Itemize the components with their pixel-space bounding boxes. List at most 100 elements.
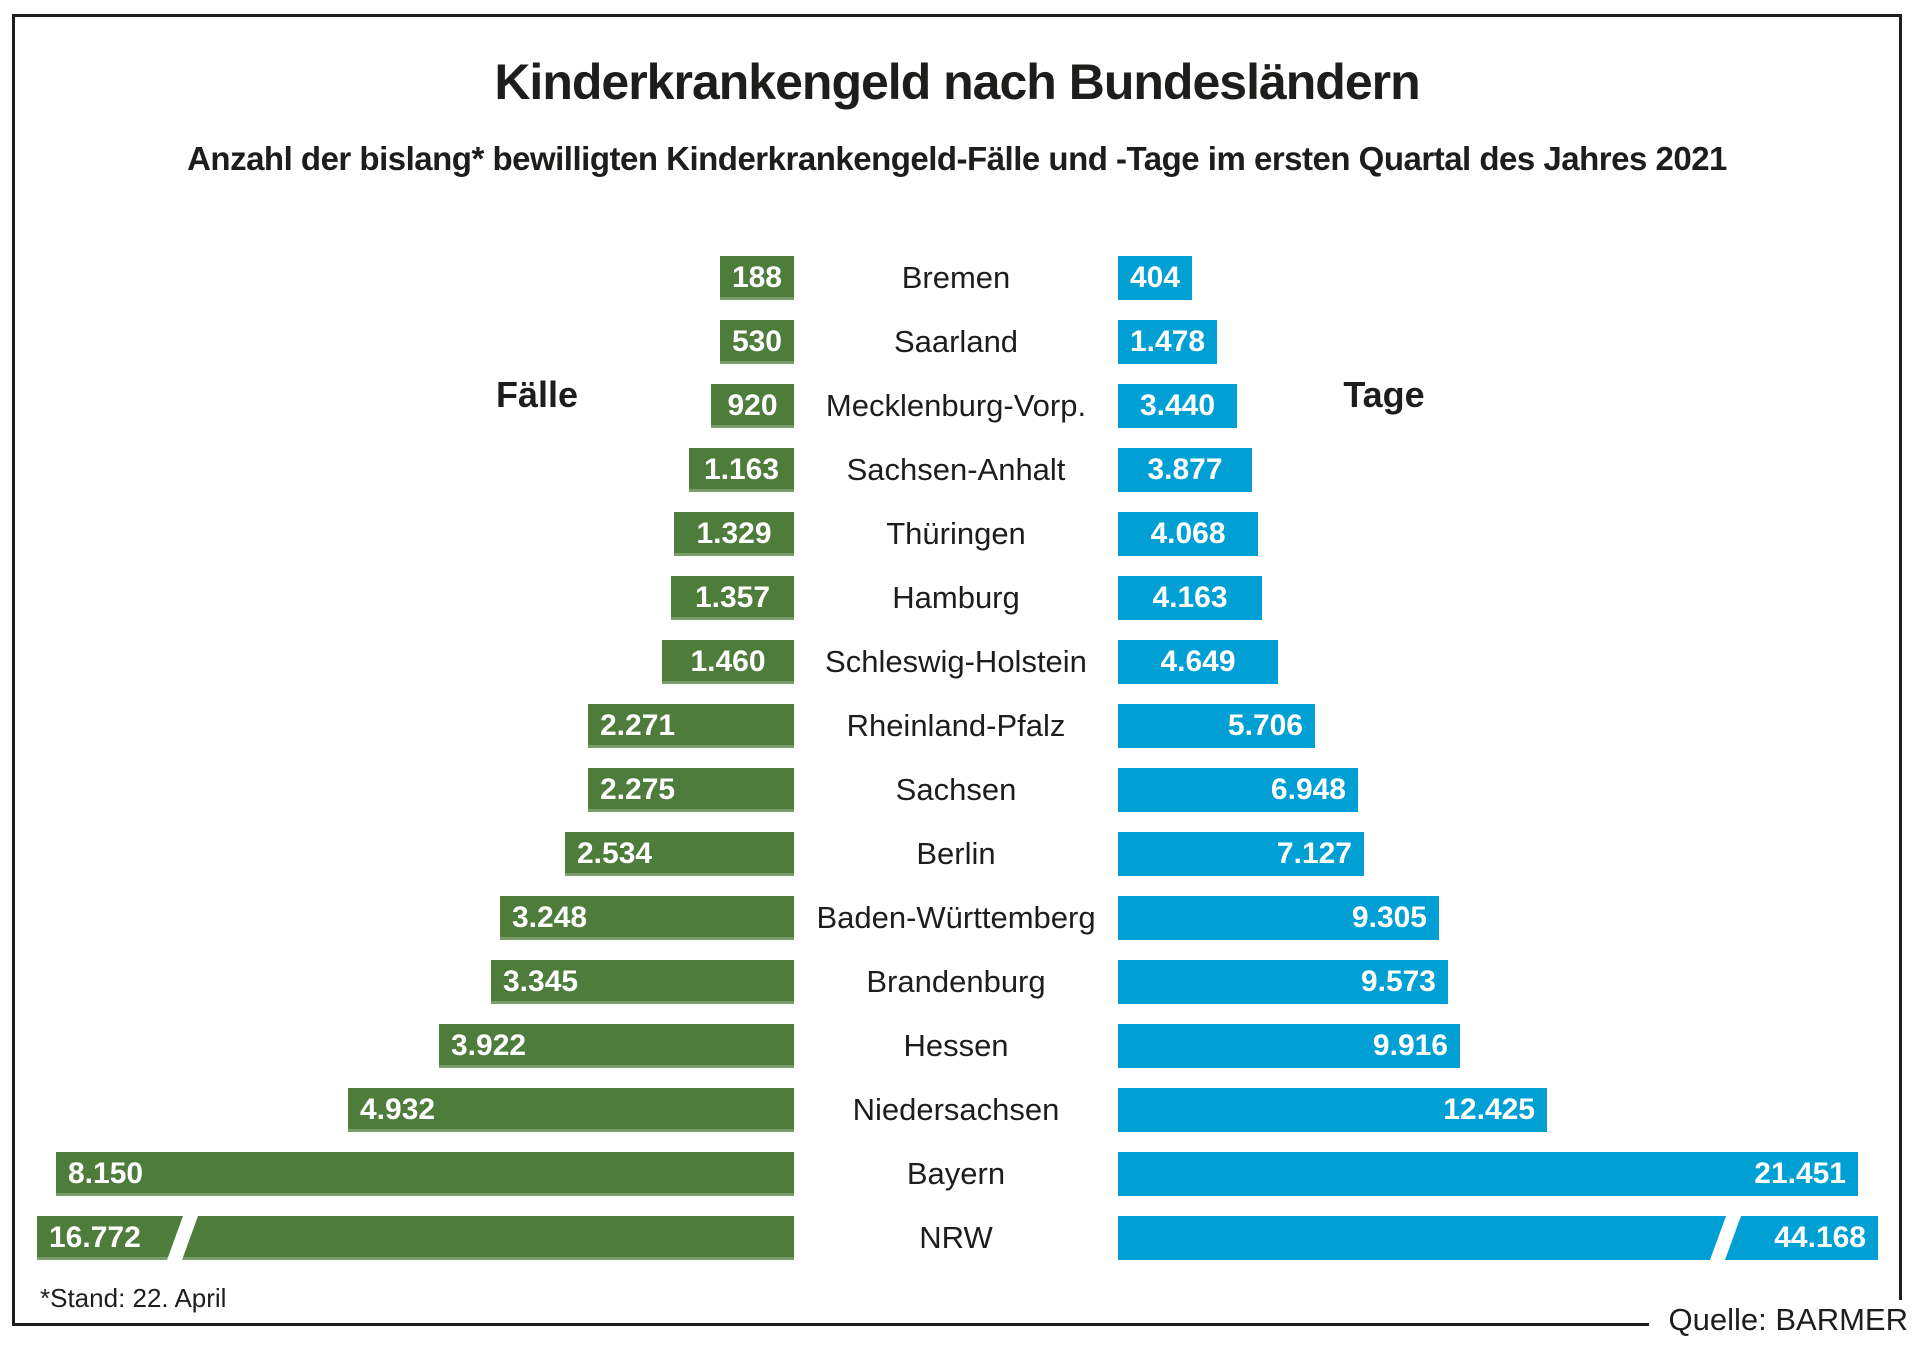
bar-row: 1.329 Thüringen 4.068 bbox=[37, 512, 1899, 556]
faelle-bar-cell: 2.271 bbox=[37, 704, 794, 748]
faelle-bar-cell: 1.460 bbox=[37, 640, 794, 684]
faelle-bar-cell: 920 bbox=[37, 384, 794, 428]
tage-bar: 3.877 bbox=[1118, 448, 1252, 492]
tage-value-label: 9.305 bbox=[1351, 901, 1427, 934]
tage-value-label: 9.573 bbox=[1360, 965, 1436, 998]
faelle-bar: 2.275 bbox=[588, 768, 794, 812]
bar-break-mark bbox=[1709, 1214, 1742, 1262]
bar-row: 188 Bremen 404 bbox=[37, 256, 1899, 300]
faelle-bar: 3.922 bbox=[439, 1024, 794, 1068]
bar-row: 920 Mecklenburg-Vorp. 3.440 bbox=[37, 384, 1899, 428]
tage-value-label: 4.163 bbox=[1152, 581, 1228, 614]
bar-row: 2.275 Sachsen 6.948 bbox=[37, 768, 1899, 812]
tage-bar-cell: 9.305 bbox=[1118, 896, 1878, 940]
tage-bar-cell: 12.425 bbox=[1118, 1088, 1878, 1132]
faelle-value-label: 1.460 bbox=[690, 645, 766, 678]
tage-bar-cell: 5.706 bbox=[1118, 704, 1878, 748]
faelle-value-label: 3.248 bbox=[512, 901, 588, 934]
tage-bar: 9.305 bbox=[1118, 896, 1439, 940]
faelle-bar: 1.163 bbox=[689, 448, 794, 492]
tage-value-label: 3.440 bbox=[1139, 389, 1216, 422]
tage-bar-cell: 9.573 bbox=[1118, 960, 1878, 1004]
faelle-value-label: 3.345 bbox=[503, 965, 579, 998]
bar-row: 1.357 Hamburg 4.163 bbox=[37, 576, 1899, 620]
tage-value-label: 12.425 bbox=[1443, 1093, 1535, 1126]
tage-bar-cell: 3.877 bbox=[1118, 448, 1878, 492]
faelle-bar-cell: 3.345 bbox=[37, 960, 794, 1004]
footnote: *Stand: 22. April bbox=[40, 1283, 227, 1313]
faelle-bar-cell: 1.163 bbox=[37, 448, 794, 492]
faelle-value-label: 530 bbox=[731, 325, 782, 358]
tage-bar: 3.440 bbox=[1118, 384, 1237, 428]
state-label: Baden-Württemberg bbox=[816, 900, 1096, 935]
tage-bar: 4.163 bbox=[1118, 576, 1262, 620]
tage-bar: 404 bbox=[1118, 256, 1193, 300]
tage-bar-cell: 3.440 bbox=[1118, 384, 1878, 428]
faelle-value-label: 2.534 bbox=[577, 837, 653, 870]
tage-value-label: 44.168 bbox=[1774, 1221, 1866, 1254]
state-label: Niedersachsen bbox=[852, 1092, 1060, 1127]
state-label: Hamburg bbox=[892, 580, 1020, 615]
faelle-value-label: 920 bbox=[727, 389, 778, 422]
faelle-value-label: 2.271 bbox=[600, 709, 676, 742]
faelle-value-label: 1.357 bbox=[694, 581, 771, 614]
tage-value-label: 5.706 bbox=[1227, 709, 1303, 742]
state-label: Thüringen bbox=[886, 516, 1026, 551]
bar-row: 3.345 Brandenburg 9.573 bbox=[37, 960, 1899, 1004]
tage-bar-cell: 6.948 bbox=[1118, 768, 1878, 812]
faelle-bar-cell: 3.922 bbox=[37, 1024, 794, 1068]
faelle-bar-cell: 3.248 bbox=[37, 896, 794, 940]
bar-row: 4.932 Niedersachsen 12.425 bbox=[37, 1088, 1899, 1132]
state-label: Saarland bbox=[893, 324, 1019, 359]
bar-rows: 188 Bremen 404 530 Saarland 1.478 920 Mecklenbu… bbox=[15, 256, 1899, 1262]
tage-bar-cell: 7.127 bbox=[1118, 832, 1878, 876]
state-label: Bayern bbox=[906, 1156, 1006, 1191]
chart-frame: Kinderkrankengeld nach Bundesländern Anz… bbox=[12, 14, 1902, 1326]
tage-bar: 4.068 bbox=[1118, 512, 1258, 556]
tage-bar: 12.425 bbox=[1118, 1088, 1547, 1132]
bar-break-mark bbox=[166, 1214, 199, 1262]
faelle-value-label: 3.922 bbox=[451, 1029, 527, 1062]
tage-bar: 9.573 bbox=[1118, 960, 1448, 1004]
state-label: Schleswig-Holstein bbox=[825, 644, 1087, 679]
bar-row: 530 Saarland 1.478 bbox=[37, 320, 1899, 364]
chart-title: Kinderkrankengeld nach Bundesländern bbox=[494, 54, 1420, 110]
faelle-value-label: 4.932 bbox=[360, 1093, 436, 1126]
bar-row: 1.163 Sachsen-Anhalt 3.877 bbox=[37, 448, 1899, 492]
chart-subtitle: Anzahl der bislang* bewilligten Kinderkr… bbox=[187, 140, 1727, 177]
tage-bar: 9.916 bbox=[1118, 1024, 1460, 1068]
faelle-bar: 4.932 bbox=[348, 1088, 794, 1132]
source-label: Quelle: BARMER bbox=[1648, 1300, 1912, 1344]
faelle-bar: 8.150 bbox=[56, 1152, 794, 1196]
faelle-bar-cell: 188 bbox=[37, 256, 794, 300]
state-label: Mecklenburg-Vorp. bbox=[825, 388, 1087, 423]
bar-row: 1.460 Schleswig-Holstein 4.649 bbox=[37, 640, 1899, 684]
tage-bar-cell: 21.451 bbox=[1118, 1152, 1878, 1196]
tage-value-label: 7.127 bbox=[1276, 837, 1352, 870]
faelle-bar-cell: 1.357 bbox=[37, 576, 794, 620]
faelle-bar-cell: 4.932 bbox=[37, 1088, 794, 1132]
tage-bar: 5.706 bbox=[1118, 704, 1315, 748]
tage-value-label: 9.916 bbox=[1372, 1029, 1448, 1062]
state-label: Berlin bbox=[916, 836, 996, 871]
tage-bar: 21.451 bbox=[1118, 1152, 1858, 1196]
bar-row: 8.150 Bayern 21.451 bbox=[37, 1152, 1899, 1196]
state-label: Brandenburg bbox=[866, 964, 1046, 999]
faelle-bar: 1.357 bbox=[671, 576, 794, 620]
right-series-label: Tage bbox=[1343, 374, 1425, 415]
tage-bar-cell: 4.649 bbox=[1118, 640, 1878, 684]
bar-row: 2.271 Rheinland-Pfalz 5.706 bbox=[37, 704, 1899, 748]
bar-row: 2.534 Berlin 7.127 bbox=[37, 832, 1899, 876]
faelle-bar-cell: 8.150 bbox=[37, 1152, 794, 1196]
bar-row: 3.922 Hessen 9.916 bbox=[37, 1024, 1899, 1068]
faelle-value-label: 8.150 bbox=[68, 1157, 144, 1190]
faelle-value-label: 1.329 bbox=[696, 517, 772, 550]
bar-row: 16.772 NRW 44.168 bbox=[37, 1214, 1899, 1262]
faelle-bar: 16.772 bbox=[37, 1214, 794, 1262]
bar-row: 3.248 Baden-Württemberg 9.305 bbox=[37, 896, 1899, 940]
faelle-bar-cell: 1.329 bbox=[37, 512, 794, 556]
state-label: NRW bbox=[919, 1220, 993, 1255]
state-label: Rheinland-Pfalz bbox=[846, 708, 1066, 743]
faelle-bar: 920 bbox=[711, 384, 794, 428]
faelle-value-label: 1.163 bbox=[703, 453, 780, 486]
